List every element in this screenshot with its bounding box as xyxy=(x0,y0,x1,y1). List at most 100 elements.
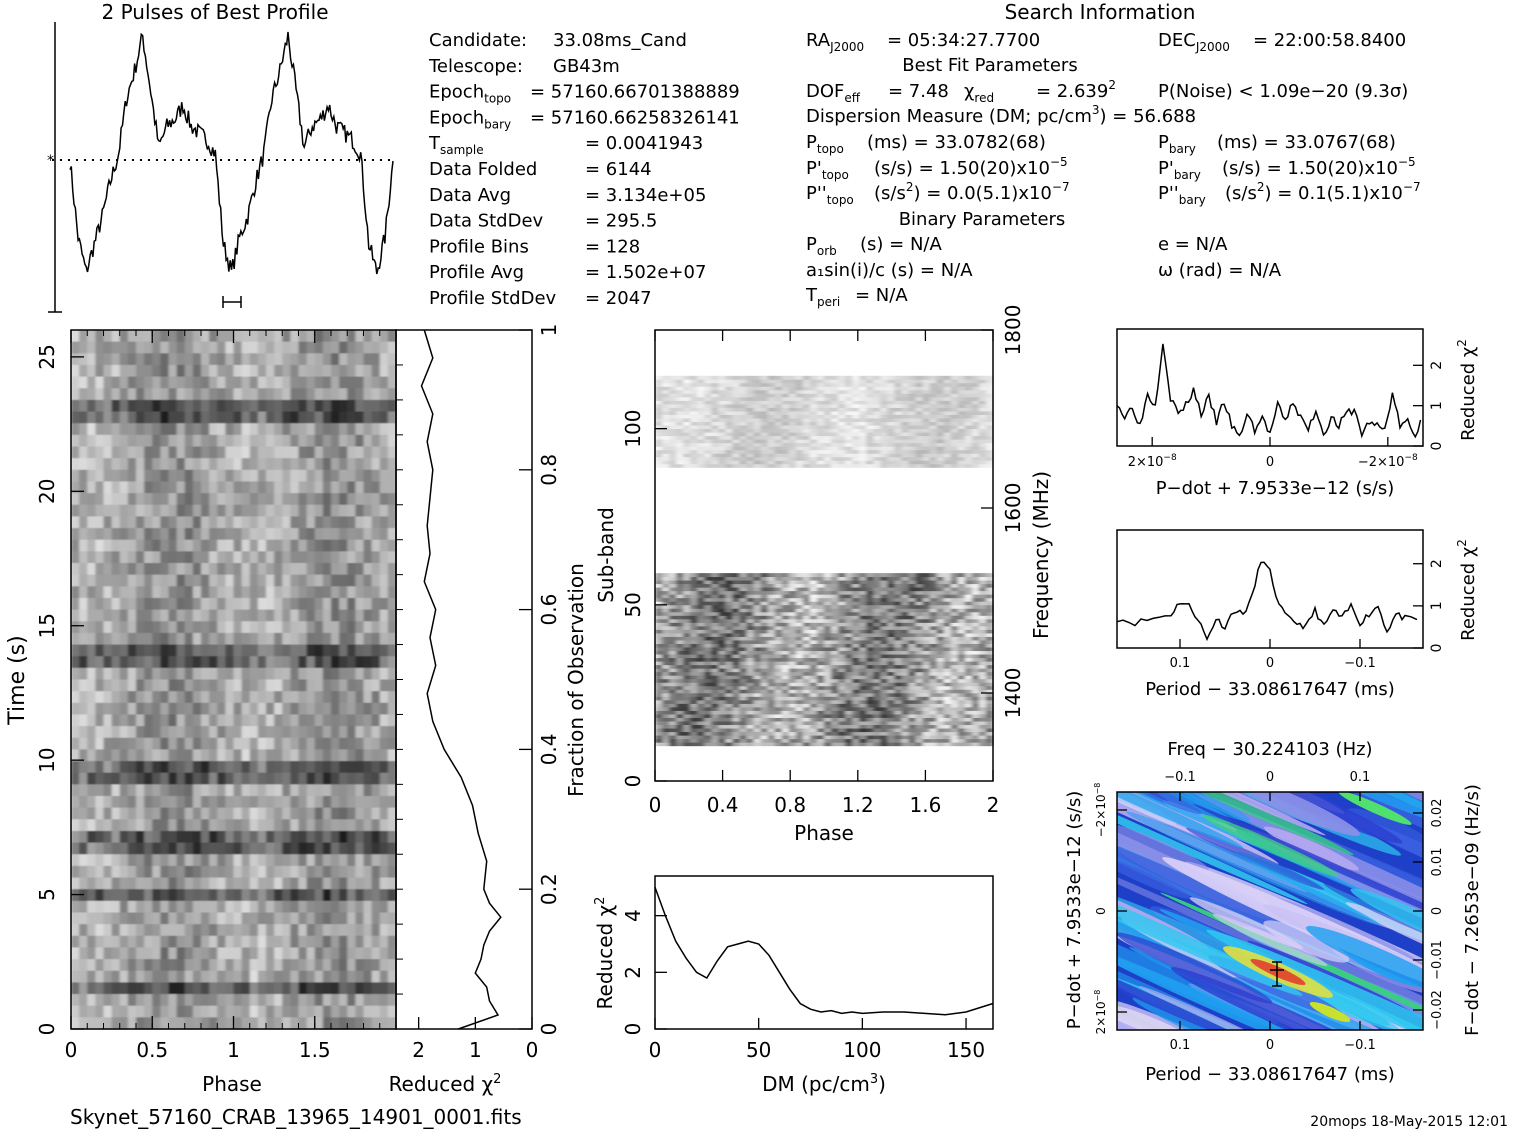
tp-cell xyxy=(299,971,308,983)
tp-cell xyxy=(299,913,308,925)
tp-cell xyxy=(331,878,340,890)
sb-cell xyxy=(944,644,952,648)
tp-cell xyxy=(266,598,275,610)
tp-cell xyxy=(104,412,113,424)
sb-cell xyxy=(754,693,762,697)
dm-value: Dispersion Measure (DM; pc/cm3) = 56.688 xyxy=(806,103,1196,127)
tp-cell xyxy=(185,831,194,843)
sb-cell xyxy=(873,577,881,581)
sb-cell xyxy=(676,742,684,746)
sb-cell xyxy=(923,721,931,725)
tp-cell xyxy=(136,633,145,645)
tp-cell xyxy=(177,528,186,540)
sb-cell xyxy=(725,689,733,693)
sb-cell xyxy=(923,591,931,595)
sb-cell xyxy=(697,612,705,616)
tp-cell xyxy=(79,680,88,692)
tp-cell xyxy=(128,994,137,1006)
tp-cell xyxy=(95,388,104,400)
tp-cell xyxy=(201,633,210,645)
sb-cell xyxy=(761,591,769,595)
tp-cell xyxy=(217,959,226,971)
tp-cell xyxy=(339,749,348,761)
tp-cell xyxy=(169,412,178,424)
tp-cell xyxy=(282,796,291,808)
sb-cell xyxy=(866,661,874,665)
sb-cell xyxy=(951,665,959,669)
sb-cell xyxy=(972,672,980,676)
tp-cell xyxy=(193,668,202,680)
tp-cell xyxy=(282,481,291,493)
tp-cell xyxy=(290,714,299,726)
sb-cell xyxy=(958,742,966,746)
tp-cell xyxy=(193,400,202,412)
sb-cell xyxy=(768,644,776,648)
sb-cell xyxy=(690,675,698,679)
sb-cell xyxy=(958,633,966,637)
tp-cell xyxy=(144,551,153,563)
tp-cell xyxy=(258,714,267,726)
tp-cell xyxy=(112,563,121,575)
tp-cell xyxy=(152,714,161,726)
tp-cell xyxy=(120,435,129,447)
tp-cell xyxy=(347,342,356,354)
tp-cell xyxy=(234,947,243,959)
tp-cell xyxy=(234,668,243,680)
sb-cell xyxy=(732,658,740,662)
tp-cell xyxy=(250,610,259,622)
sb-cell xyxy=(909,732,917,736)
sb-cell xyxy=(944,626,952,630)
tp-cell xyxy=(177,516,186,528)
sb-cell xyxy=(944,700,952,704)
sb-cell xyxy=(845,739,853,743)
sb-cell xyxy=(747,644,755,648)
sb-cell xyxy=(866,629,874,633)
sb-cell xyxy=(852,675,860,679)
tp-cell xyxy=(71,913,80,925)
tp-cell xyxy=(364,691,373,703)
sb-cell xyxy=(951,735,959,739)
sb-cell xyxy=(901,598,909,602)
sb-cell xyxy=(754,668,762,672)
sb-cell xyxy=(655,584,663,588)
tp-cell xyxy=(112,435,121,447)
sb-cell xyxy=(782,682,790,686)
sb-cell xyxy=(782,598,790,602)
sb-cell xyxy=(944,612,952,616)
tp-cell xyxy=(128,470,137,482)
sb-cell xyxy=(916,644,924,648)
sb-cell xyxy=(789,696,797,700)
info-left-label-10: Profile StdDev xyxy=(429,288,557,309)
tp-cell xyxy=(112,516,121,528)
tp-cell xyxy=(331,645,340,657)
tp-cell xyxy=(201,516,210,528)
tp-cell xyxy=(274,947,283,959)
tp-cell xyxy=(95,913,104,925)
tp-cell xyxy=(71,423,80,435)
sb-cell xyxy=(690,651,698,655)
sb-cell xyxy=(796,647,804,651)
tp-cell xyxy=(136,377,145,389)
tp-cell xyxy=(144,342,153,354)
sb-cell xyxy=(775,587,783,591)
sb-cell xyxy=(718,591,726,595)
sb-cell xyxy=(937,573,945,577)
sb-cell xyxy=(697,682,705,686)
tp-cell xyxy=(266,959,275,971)
tp-cell xyxy=(79,540,88,552)
sb-cell xyxy=(923,718,931,722)
sb-cell xyxy=(866,721,874,725)
sb-cell xyxy=(859,651,867,655)
sb-cell xyxy=(979,594,987,598)
tp-cell xyxy=(160,458,169,470)
tp-cell xyxy=(258,831,267,843)
tp-cell xyxy=(299,412,308,424)
sb-cell xyxy=(824,580,832,584)
tp-cell xyxy=(282,913,291,925)
tp-cell xyxy=(290,505,299,517)
sb-cell xyxy=(965,735,973,739)
sb-cell xyxy=(951,732,959,736)
tp-cell xyxy=(234,843,243,855)
tp-cell xyxy=(112,400,121,412)
sb-cell xyxy=(803,735,811,739)
